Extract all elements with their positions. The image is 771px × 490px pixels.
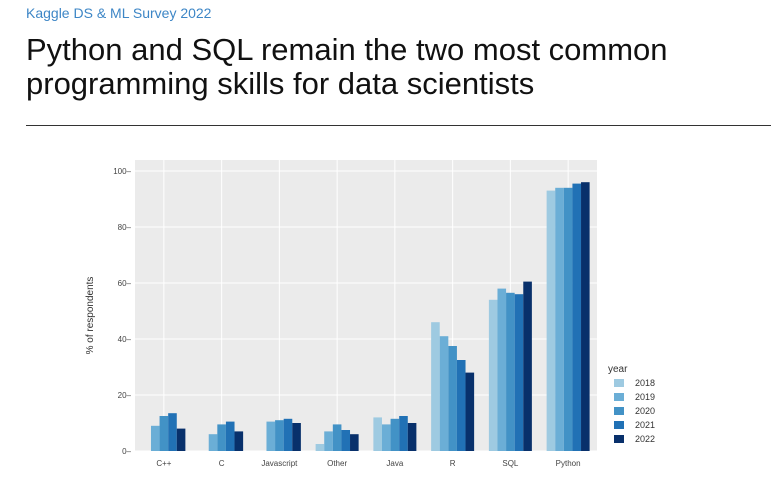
legend-label-2022: 2022 bbox=[635, 434, 655, 444]
bar-r-2021 bbox=[456, 360, 466, 451]
legend-label-2020: 2020 bbox=[635, 406, 655, 416]
bar-python-2020 bbox=[563, 187, 573, 452]
bar-c-2019 bbox=[208, 434, 218, 451]
x-tick-label: Python bbox=[556, 459, 581, 468]
bar-sql-2022 bbox=[523, 281, 532, 451]
bar-other-2020 bbox=[332, 424, 342, 451]
bar-java-2018 bbox=[373, 417, 382, 451]
title-divider bbox=[26, 125, 771, 126]
y-axis-title: % of respondents bbox=[85, 277, 96, 355]
bar-java-2019 bbox=[381, 424, 391, 451]
bar-javascript-2021 bbox=[283, 418, 293, 451]
bar-sql-2020 bbox=[506, 292, 515, 451]
bar-python-2018 bbox=[546, 190, 556, 451]
bar-r-2020 bbox=[448, 346, 457, 451]
y-tick-label: 80– bbox=[118, 223, 132, 232]
y-tick-label: 20– bbox=[118, 391, 132, 400]
bar-java-2021 bbox=[399, 416, 408, 451]
bar-python-2022 bbox=[581, 182, 590, 451]
bar-python-2019 bbox=[555, 187, 564, 452]
x-tick-label: SQL bbox=[502, 459, 519, 468]
page-title: Python and SQL remain the two most commo… bbox=[26, 32, 668, 101]
y-tick-label: 60– bbox=[118, 279, 132, 288]
bar-javascript-2022 bbox=[292, 423, 301, 451]
bar-other-2019 bbox=[324, 431, 333, 451]
bar-other-2022 bbox=[350, 434, 359, 451]
x-tick-label: C bbox=[219, 459, 225, 468]
bar-r-2018 bbox=[431, 322, 440, 451]
legend-label-2019: 2019 bbox=[635, 392, 655, 402]
bar-c-2020 bbox=[159, 416, 169, 451]
legend-swatch-2020 bbox=[614, 407, 624, 415]
bar-python-2021 bbox=[572, 183, 582, 451]
legend-label-2018: 2018 bbox=[635, 378, 655, 388]
legend-label-2021: 2021 bbox=[635, 420, 655, 430]
x-tick-label: R bbox=[450, 459, 456, 468]
legend-swatch-2022 bbox=[614, 435, 624, 443]
bar-r-2019 bbox=[439, 336, 449, 451]
bar-c-2021 bbox=[225, 421, 235, 451]
bar-sql-2018 bbox=[488, 299, 498, 451]
survey-source: Kaggle DS & ML Survey 2022 bbox=[26, 5, 212, 21]
bar-javascript-2020 bbox=[275, 420, 284, 451]
bar-c-2020 bbox=[217, 424, 226, 451]
legend-swatch-2018 bbox=[614, 379, 624, 387]
legend-swatch-2019 bbox=[614, 393, 624, 401]
y-tick-label: 40– bbox=[118, 335, 132, 344]
legend-title: year bbox=[608, 364, 628, 375]
legend-swatch-2021 bbox=[614, 421, 624, 429]
bar-sql-2021 bbox=[514, 294, 524, 451]
bar-chart: 0– 20– 40– 60– 80– 100– C++ C Javascript Other Jav… bbox=[85, 160, 655, 468]
y-tick-label: 0– bbox=[122, 447, 131, 456]
bar-r-2022 bbox=[465, 372, 475, 451]
x-tick-label: Javascript bbox=[261, 459, 298, 468]
bar-c-2021 bbox=[168, 413, 177, 451]
bar-c-2019 bbox=[150, 425, 160, 451]
bar-java-2022 bbox=[407, 423, 417, 451]
x-tick-label: Other bbox=[327, 459, 347, 468]
bar-other-2018 bbox=[315, 444, 325, 451]
bar-c-2022 bbox=[176, 428, 186, 451]
y-tick-label: 100– bbox=[113, 167, 131, 176]
bar-other-2021 bbox=[341, 430, 351, 451]
bar-sql-2019 bbox=[497, 288, 507, 451]
x-tick-label: Java bbox=[386, 459, 403, 468]
bar-java-2020 bbox=[390, 418, 400, 451]
bar-c-2022 bbox=[234, 431, 244, 451]
x-tick-label: C++ bbox=[156, 459, 171, 468]
bar-javascript-2019 bbox=[266, 421, 276, 451]
